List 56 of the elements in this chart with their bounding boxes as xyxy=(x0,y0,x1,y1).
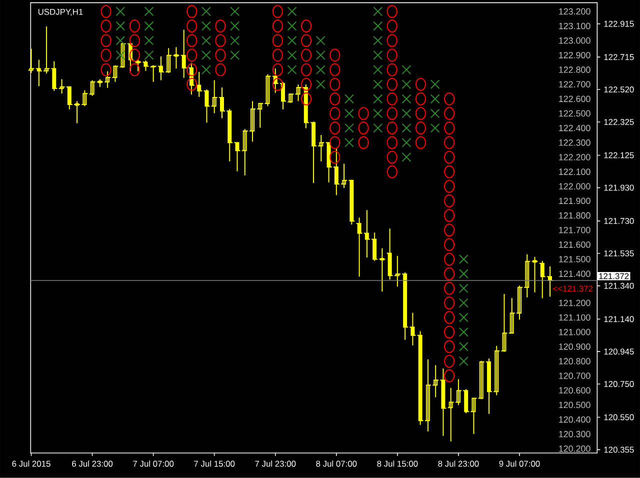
y2-tick-label: 121.600 xyxy=(559,241,590,248)
annotation: <<121.372 xyxy=(553,286,593,292)
y2-tick-label: 120.800 xyxy=(559,358,590,364)
x-tick-label: 7 Jul 07:00 xyxy=(133,460,174,467)
y2-tick-label: 122.400 xyxy=(559,124,590,132)
y-tick-label: 121.535 xyxy=(604,250,634,256)
ref-line-label: 121.372 xyxy=(599,273,629,280)
y2-tick-label: 120.500 xyxy=(559,402,590,408)
y-tick-label: 121.730 xyxy=(604,218,634,224)
y2-tick-label: 122.500 xyxy=(559,110,590,117)
y-tick-label: 121.140 xyxy=(604,316,634,322)
y2-tick-label: 122.300 xyxy=(559,139,590,146)
y2-tick-label: 121.400 xyxy=(559,270,590,277)
y2-tick-label: 122.800 xyxy=(559,66,590,73)
x-tick-label: 6 Jul 2015 xyxy=(12,460,50,467)
y2-tick-label: 120.400 xyxy=(559,416,590,423)
x-tick-label: 8 Jul 07:00 xyxy=(316,460,357,467)
y2-tick-label: 120.900 xyxy=(559,344,590,350)
y2-tick-label: 123.000 xyxy=(559,37,590,44)
y-tick-label: 122.715 xyxy=(604,54,634,60)
y2-tick-label: 122.100 xyxy=(559,168,590,175)
y2-tick-label: 121.200 xyxy=(559,300,590,306)
y2-tick-label: 120.700 xyxy=(559,372,590,379)
y-tick-label: 121.340 xyxy=(604,282,634,289)
y2-tick-label: 122.700 xyxy=(559,81,590,88)
y2-tick-label: 120.600 xyxy=(559,387,590,394)
y-tick-label: 120.945 xyxy=(604,348,634,355)
x-tick-label: 8 Jul 23:00 xyxy=(438,460,479,467)
y2-tick-label: 122.000 xyxy=(559,183,590,190)
x-tick-label: 7 Jul 15:00 xyxy=(194,460,235,467)
y2-tick-label: 121.100 xyxy=(559,314,590,321)
y2-tick-label: 123.100 xyxy=(559,22,590,30)
x-tick-label: 6 Jul 23:00 xyxy=(72,460,113,467)
x-tick-label: 8 Jul 15:00 xyxy=(377,460,418,467)
y-tick-label: 122.520 xyxy=(604,86,634,93)
y-tick-label: 120.355 xyxy=(604,446,634,453)
y2-tick-label: 121.800 xyxy=(559,212,590,219)
text: USDJPY,H1 xyxy=(38,8,83,16)
y2-tick-label: 123.200 xyxy=(559,8,590,15)
x-tick-label: 7 Jul 23:00 xyxy=(255,460,296,467)
y-tick-label: 122.325 xyxy=(604,119,634,125)
y-tick-label: 120.750 xyxy=(604,381,634,387)
y-tick-label: 121.930 xyxy=(604,184,634,191)
y2-tick-label: 121.900 xyxy=(559,198,590,204)
y-tick-label: 120.550 xyxy=(604,414,634,420)
y2-tick-label: 121.500 xyxy=(559,256,590,262)
y2-tick-label: 121.700 xyxy=(559,226,590,234)
y-tick-label: 122.125 xyxy=(604,152,634,158)
y2-tick-label: 120.300 xyxy=(559,430,590,438)
y2-tick-label: 122.600 xyxy=(559,96,590,102)
y-tick-label: 122.915 xyxy=(604,20,634,27)
y2-tick-label: 122.200 xyxy=(559,154,590,160)
y2-tick-label: 122.900 xyxy=(559,52,590,58)
y2-tick-label: 121.000 xyxy=(559,328,590,336)
y2-tick-label: 120.200 xyxy=(559,446,590,452)
x-tick-label: 9 Jul 07:00 xyxy=(499,460,540,467)
